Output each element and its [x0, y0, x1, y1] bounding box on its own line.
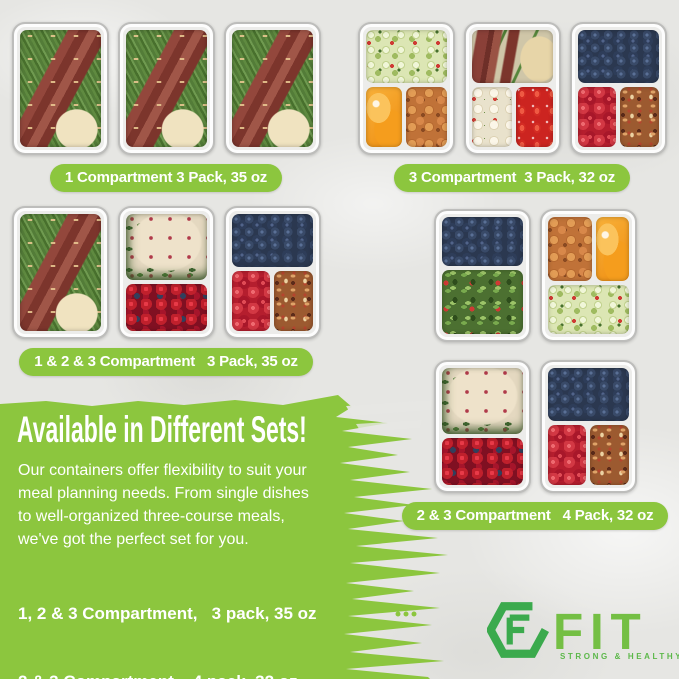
container-1-compartment — [11, 206, 109, 339]
container-3-compartment — [569, 22, 667, 155]
container-2-compartment — [433, 360, 531, 493]
compartment-dried-apricots-nuts — [405, 86, 447, 147]
fit-logo: FIT STRONG & HEALTHY — [487, 599, 679, 661]
compartment-steak-snap-peas-hummus — [471, 30, 553, 83]
set-label-1-2-3-compartment: 1 & 2 & 3 Compartment 3 Pack, 35 oz — [19, 348, 313, 376]
compartment-cucumber-salad — [547, 285, 629, 334]
compartment-cherries-berries — [125, 283, 207, 331]
container-3-compartment — [223, 206, 321, 339]
fit-logo-tagline: STRONG & HEALTHY — [560, 652, 679, 661]
compartment-blueberries — [231, 214, 313, 267]
compartment-raspberries — [547, 424, 586, 485]
compartment-raspberries — [231, 270, 270, 331]
container-3-compartment — [357, 22, 455, 155]
compartment-orange-slices — [365, 86, 402, 147]
compartment-blueberries — [547, 368, 629, 421]
container-3-compartment — [539, 209, 637, 342]
compartment-cucumber-salad — [365, 30, 447, 83]
container-1-compartment — [11, 22, 109, 155]
compartment-trail-mix — [274, 270, 313, 331]
compartment-steak-green-beans-potato — [19, 30, 101, 147]
compartment-steak-green-beans-potato — [19, 214, 101, 331]
set-option: 1, 2 & 3 Compartment, 3 pack, 35 oz — [18, 604, 317, 623]
compartment-green-salad — [441, 270, 523, 334]
container-2-compartment — [117, 206, 215, 339]
promo-paragraph-line: meal planning needs. From single dishes — [18, 485, 309, 502]
compartment-chicken-on-greens — [125, 214, 207, 280]
promo-paragraph-line: we've got the perfect set for you. — [18, 531, 249, 548]
product-group-3-compartment: 3 Compartment 3 Pack, 32 oz — [355, 22, 669, 192]
promo-heading: Available in Different Sets! — [17, 409, 307, 450]
promo-paragraph: Our containers offer flexibility to suit… — [18, 459, 309, 551]
compartment-cherries-berries — [441, 437, 523, 485]
set-label-1-compartment: 1 Compartment 3 Pack, 35 oz — [49, 164, 283, 192]
compartment-chicken-on-greens — [441, 368, 523, 434]
green-brush-stroke — [0, 395, 448, 679]
fit-hexagon-icon — [487, 602, 549, 658]
promo-paragraph-line: Our containers offer flexibility to suit… — [18, 462, 307, 479]
promo-paragraph-line: to well-organized three-course meals, — [18, 508, 285, 525]
set-options-list: 1, 2 & 3 Compartment, 3 pack, 35 oz 2 & … — [18, 558, 317, 679]
container-1-compartment — [117, 22, 215, 155]
compartment-blueberries — [577, 30, 659, 83]
set-label-3-compartment: 3 Compartment 3 Pack, 32 oz — [393, 164, 631, 192]
set-label-2-3-compartment: 2 & 3 Compartment 4 Pack, 32 oz — [401, 502, 669, 530]
compartment-steak-green-beans-potato — [125, 30, 207, 147]
compartment-steak-green-beans-potato — [231, 30, 313, 147]
container-3-compartment — [463, 22, 561, 155]
compartment-trail-mix — [620, 86, 659, 147]
compartment-dried-apricots-nuts — [547, 217, 593, 282]
container-1-compartment — [223, 22, 321, 155]
set-option: 2 & 3 Compartment, 4 pack 32 oz — [18, 671, 317, 679]
product-group-2-3-compartment: 2 & 3 Compartment 4 Pack, 32 oz — [401, 209, 669, 530]
fit-logo-wordmark: FIT — [553, 603, 648, 660]
container-2-compartment — [433, 209, 531, 342]
compartment-raspberries — [577, 86, 616, 147]
compartment-orange-slices — [596, 217, 629, 282]
compartment-blueberries — [441, 217, 523, 267]
compartment-cherry-tomatoes — [516, 86, 553, 147]
container-3-compartment — [539, 360, 637, 493]
product-group-1-2-3-compartment: 1 & 2 & 3 Compartment 3 Pack, 35 oz — [10, 206, 322, 376]
product-group-1-compartment: 1 Compartment 3 Pack, 35 oz — [10, 22, 322, 192]
compartment-trail-mix — [590, 424, 629, 485]
compartment-mozzarella-salad — [471, 86, 512, 147]
